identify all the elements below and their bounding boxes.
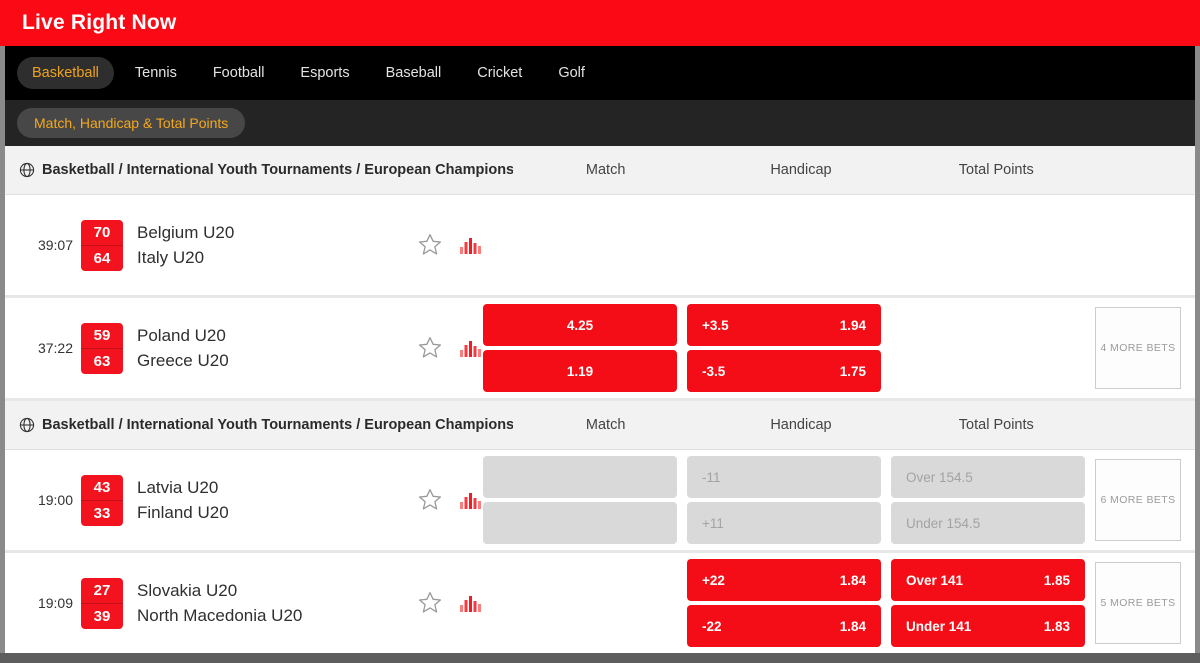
live-right-now-banner: Live Right Now [0, 0, 1200, 46]
tab-cricket[interactable]: Cricket [477, 65, 523, 81]
home-score: 27 [81, 578, 123, 604]
handicap-odds-column: +22 1.84 -22 1.84 [687, 559, 881, 647]
odds-button-over[interactable]: Over 141 1.85 [891, 559, 1085, 601]
stats-bars-icon[interactable] [460, 340, 481, 357]
page-bottom-edge [0, 653, 1200, 663]
odds-button-match-away-suspended [483, 502, 677, 544]
favorite-star-icon[interactable] [417, 487, 443, 513]
odds-button-over-suspended: Over 154.5 [891, 456, 1085, 498]
match-row: 39:07 70 64 Belgium U20 Italy U20 [5, 195, 1195, 295]
tab-basketball[interactable]: Basketball [17, 57, 114, 89]
content-frame: Basketball Tennis Football Esports Baseb… [5, 46, 1195, 653]
away-team: Italy U20 [137, 248, 205, 267]
tab-football[interactable]: Football [212, 65, 265, 81]
stats-bars-icon[interactable] [460, 595, 481, 612]
odds-button-under[interactable]: Under 141 1.83 [891, 605, 1085, 647]
match-clock: 37:22 [37, 340, 73, 356]
column-header-handicap: Handicap [770, 162, 832, 178]
league-breadcrumb[interactable]: Basketball / International Youth Tournam… [42, 417, 513, 433]
league-header: Basketball / International Youth Tournam… [5, 146, 1195, 195]
stats-bars-icon[interactable] [460, 492, 481, 509]
odds-button-match-home-suspended [483, 456, 677, 498]
odds-button-match-away[interactable]: 1.19 [483, 350, 677, 392]
match-row: 37:22 59 63 Poland U20 Greece U20 [5, 298, 1195, 398]
match-clock: 39:07 [37, 237, 73, 253]
score-badge: 27 39 [81, 577, 123, 629]
column-header-total-points: Total Points [958, 417, 1034, 433]
column-header-match: Match [585, 417, 626, 433]
more-bets-button[interactable]: 6 MORE BETS [1095, 459, 1181, 541]
tab-baseball[interactable]: Baseball [385, 65, 442, 81]
score-badge: 59 63 [81, 322, 123, 374]
odds-button-handicap-away[interactable]: -3.5 1.75 [687, 350, 881, 392]
column-header-match: Match [585, 162, 626, 178]
favorite-star-icon[interactable] [417, 335, 443, 361]
away-score: 33 [93, 504, 111, 522]
page-title: Live Right Now [22, 11, 177, 34]
home-team: Slovakia U20 [137, 581, 238, 600]
odds-button-handicap-home[interactable]: +3.5 1.94 [687, 304, 881, 346]
odds-button-handicap-away[interactable]: -22 1.84 [687, 605, 881, 647]
home-team: Latvia U20 [137, 478, 219, 497]
market-filter-bar: Match, Handicap & Total Points [5, 100, 1195, 146]
more-bets-button[interactable]: 5 MORE BETS [1095, 562, 1181, 644]
handicap-odds-column: -11 +11 [687, 456, 881, 544]
home-team: Belgium U20 [137, 223, 235, 242]
match-row: 19:00 43 33 Latvia U20 Finland U20 [5, 450, 1195, 550]
league-header: Basketball / International Youth Tournam… [5, 401, 1195, 450]
total-odds-column: Over 141 1.85 Under 141 1.83 [891, 559, 1085, 647]
match-row: 19:09 27 39 Slovakia U20 North Macedonia… [5, 553, 1195, 653]
match-odds-column [483, 456, 677, 544]
odds-button-match-home[interactable]: 4.25 [483, 304, 677, 346]
tab-esports[interactable]: Esports [300, 65, 350, 81]
home-team: Poland U20 [137, 326, 226, 345]
total-odds-column: Over 154.5 Under 154.5 [891, 456, 1085, 544]
away-score: 63 [93, 352, 111, 370]
favorite-star-icon[interactable] [417, 590, 443, 616]
favorite-star-icon[interactable] [417, 232, 443, 258]
more-bets-button[interactable]: 4 MORE BETS [1095, 307, 1181, 389]
events-list: Basketball / International Youth Tournam… [5, 146, 1195, 653]
score-badge: 43 33 [81, 474, 123, 526]
column-header-handicap: Handicap [770, 417, 832, 433]
stats-bars-icon[interactable] [460, 237, 481, 254]
away-team: Greece U20 [137, 351, 229, 370]
odds-button-handicap-home-suspended: -11 [687, 456, 881, 498]
away-team: Finland U20 [137, 503, 229, 522]
globe-icon [19, 162, 35, 178]
odds-button-handicap-home[interactable]: +22 1.84 [687, 559, 881, 601]
away-score: 39 [93, 607, 111, 625]
score-badge: 70 64 [81, 219, 123, 271]
column-header-total-points: Total Points [958, 162, 1034, 178]
odds-button-under-suspended: Under 154.5 [891, 502, 1085, 544]
sport-tabs-bar: Basketball Tennis Football Esports Baseb… [5, 46, 1195, 100]
away-score: 64 [93, 249, 111, 267]
match-clock: 19:00 [37, 492, 73, 508]
tab-golf[interactable]: Golf [558, 65, 585, 81]
home-score: 59 [81, 323, 123, 349]
tab-tennis[interactable]: Tennis [134, 65, 177, 81]
away-team: North Macedonia U20 [137, 606, 303, 625]
home-score: 43 [81, 475, 123, 501]
market-filter-pill[interactable]: Match, Handicap & Total Points [17, 108, 246, 138]
globe-icon [19, 417, 35, 433]
match-odds-column: 4.25 1.19 [483, 304, 677, 392]
handicap-odds-column: +3.5 1.94 -3.5 1.75 [687, 304, 881, 392]
league-breadcrumb[interactable]: Basketball / International Youth Tournam… [42, 162, 513, 178]
odds-button-handicap-away-suspended: +11 [687, 502, 881, 544]
home-score: 70 [81, 220, 123, 246]
match-clock: 19:09 [37, 595, 73, 611]
